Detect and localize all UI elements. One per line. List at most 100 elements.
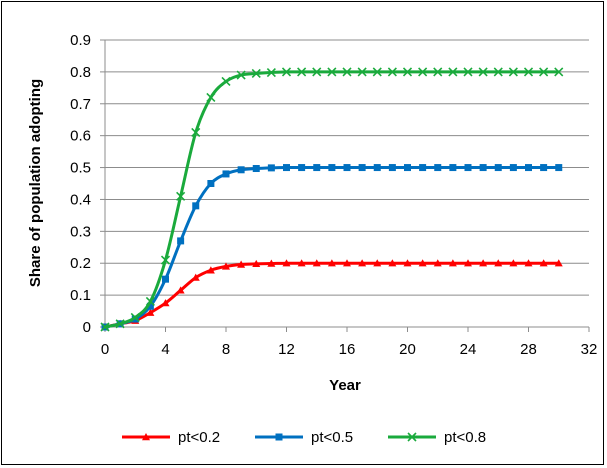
y-tick-label: 0.4 (70, 191, 91, 208)
data-point (493, 67, 503, 77)
data-point (100, 322, 110, 332)
data-point (206, 92, 216, 102)
data-point (555, 164, 563, 172)
data-point (343, 164, 351, 172)
data-point (177, 237, 185, 245)
data-point (402, 67, 413, 77)
series-line (104, 166, 559, 329)
y-tick-label: 0.9 (70, 32, 91, 49)
data-point (162, 275, 169, 283)
data-point (161, 299, 170, 307)
x-tick-label: 32 (581, 341, 598, 358)
y-axis-title: Share of population adopting (27, 79, 44, 287)
data-point (267, 164, 275, 172)
y-tick-label: 0.7 (70, 96, 91, 113)
data-point (206, 266, 215, 274)
data-point (176, 191, 186, 201)
data-point (358, 259, 367, 267)
data-point (237, 166, 245, 174)
data-point (494, 164, 502, 172)
data-point (433, 67, 443, 77)
data-point (448, 259, 457, 267)
legend-marker (407, 432, 417, 442)
data-point (297, 67, 307, 77)
x-tick-label: 0 (101, 341, 109, 358)
data-point (237, 260, 246, 268)
data-point (433, 259, 442, 267)
data-point (357, 67, 367, 77)
y-tick-label: 0.6 (70, 128, 91, 145)
y-tick-label: 0 (83, 319, 91, 336)
data-point (539, 67, 549, 77)
data-point (252, 165, 260, 173)
data-point (282, 259, 291, 267)
tick-labels: 0 0.1 0.2 0.3 0.4 0.5 0.6 0.7 0.8 0.9 0 4 8 12 16 20 24 2… (70, 32, 597, 358)
data-point (222, 170, 230, 178)
legend-label: pt<0.8 (444, 429, 486, 446)
data-point (479, 259, 488, 267)
x-tick-label: 20 (399, 341, 416, 358)
data-point (298, 164, 306, 172)
data-point (176, 286, 185, 294)
data-point (524, 259, 533, 267)
data-point (145, 296, 155, 307)
x-tick-label: 16 (339, 341, 356, 358)
data-point (266, 67, 276, 78)
data-point (404, 164, 411, 172)
legend-marker (275, 433, 283, 441)
data-point (434, 164, 442, 172)
data-point (312, 67, 322, 77)
data-point (525, 164, 532, 172)
data-point (236, 70, 246, 80)
data-point (418, 67, 428, 77)
series-pt<0.5 (101, 164, 563, 331)
data-point (509, 259, 518, 267)
data-point (297, 259, 306, 267)
data-point (539, 259, 548, 267)
data-point (191, 127, 201, 138)
x-tick-label: 8 (222, 341, 230, 358)
data-point (403, 259, 412, 267)
axes (100, 39, 590, 332)
data-point (508, 67, 518, 77)
data-point (540, 164, 548, 172)
data-point (388, 259, 397, 267)
data-point (449, 164, 457, 172)
data-point (448, 67, 458, 77)
data-point (387, 67, 397, 77)
data-point (554, 259, 563, 267)
data-point (358, 164, 366, 172)
data-point (222, 262, 230, 270)
data-point (191, 273, 200, 281)
data-point (343, 259, 351, 267)
data-point (478, 67, 488, 77)
y-tick-label: 0.8 (70, 64, 91, 81)
data-point (463, 67, 473, 77)
data-point (115, 319, 125, 329)
data-point (313, 164, 321, 172)
data-point (373, 164, 381, 172)
data-point (342, 67, 352, 77)
data-point (328, 164, 336, 172)
data-point (327, 67, 337, 77)
legend-marker (142, 433, 150, 441)
data-point (388, 164, 396, 172)
legend-label: pt<0.5 (311, 429, 353, 446)
x-tick-label: 28 (520, 341, 537, 358)
data-point (207, 180, 215, 187)
data-point (464, 164, 472, 172)
x-tick-label: 24 (460, 341, 477, 358)
data-point (554, 67, 564, 77)
x-tick-label: 12 (278, 341, 295, 358)
data-point (130, 312, 140, 322)
data-point (373, 259, 382, 267)
legend-item: pt<0.2 (122, 429, 220, 446)
data-point (267, 259, 276, 267)
data-point (372, 67, 382, 77)
data-point (281, 67, 292, 77)
data-point (312, 259, 321, 267)
y-tick-label: 0.3 (70, 223, 91, 240)
series-pt<0.8 (100, 67, 564, 332)
data-point (221, 76, 231, 87)
